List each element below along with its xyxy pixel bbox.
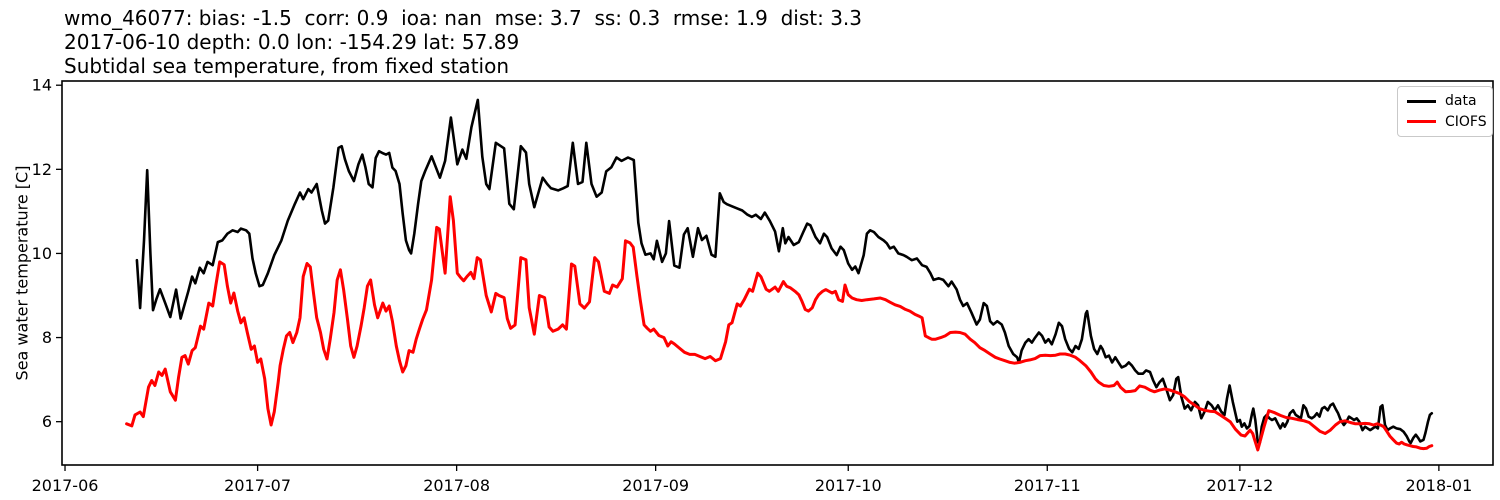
x-tick-label: 2017-08: [423, 476, 490, 495]
legend-label-data: data: [1445, 93, 1477, 110]
y-tick-label: 12: [32, 160, 52, 179]
legend-item-ciofs: CIOFS: [1407, 114, 1487, 130]
legend-item-data: data: [1407, 93, 1483, 109]
title-line-desc: Subtidal sea temperature, from fixed sta…: [64, 54, 509, 78]
y-tick-label: 8: [42, 328, 52, 347]
series-line-data: [135, 98, 1434, 445]
y-tick-label: 6: [42, 412, 52, 431]
x-tick-label: 2018-01: [1405, 476, 1472, 495]
x-tick-label: 2017-07: [224, 476, 291, 495]
figure-title: wmo_46077: bias: -1.5 corr: 0.9 ioa: nan…: [64, 6, 862, 78]
y-axis-label: Sea water temperature [C]: [12, 165, 32, 381]
legend-line-sample-black: [1407, 99, 1436, 103]
series-line-ciofs: [125, 195, 1434, 452]
x-axis-ticks: 2017-06 2017-07 2017-08 2017-09 2017-10 2017-…: [32, 465, 1472, 495]
x-tick-label: 2017-09: [622, 476, 689, 495]
legend-line-sample-red: [1407, 120, 1436, 124]
title-line-stats: wmo_46077: bias: -1.5 corr: 0.9 ioa: nan…: [64, 6, 863, 30]
plot-spines: [61, 80, 1494, 466]
y-tick-label: 10: [32, 244, 52, 263]
x-tick-label: 2017-12: [1206, 476, 1273, 495]
y-axis-ticks: 6 8 10 12 14: [32, 76, 62, 431]
x-tick-label: 2017-11: [1014, 476, 1081, 495]
y-tick-label: 14: [32, 76, 52, 95]
x-tick-label: 2017-10: [815, 476, 882, 495]
data-lines: [125, 98, 1434, 452]
x-tick-label: 2017-06: [32, 476, 99, 495]
legend: data CIOFS: [1397, 86, 1493, 137]
title-line-meta: 2017-06-10 depth: 0.0 lon: -154.29 lat: …: [64, 30, 520, 54]
legend-label-ciofs: CIOFS: [1445, 113, 1487, 130]
